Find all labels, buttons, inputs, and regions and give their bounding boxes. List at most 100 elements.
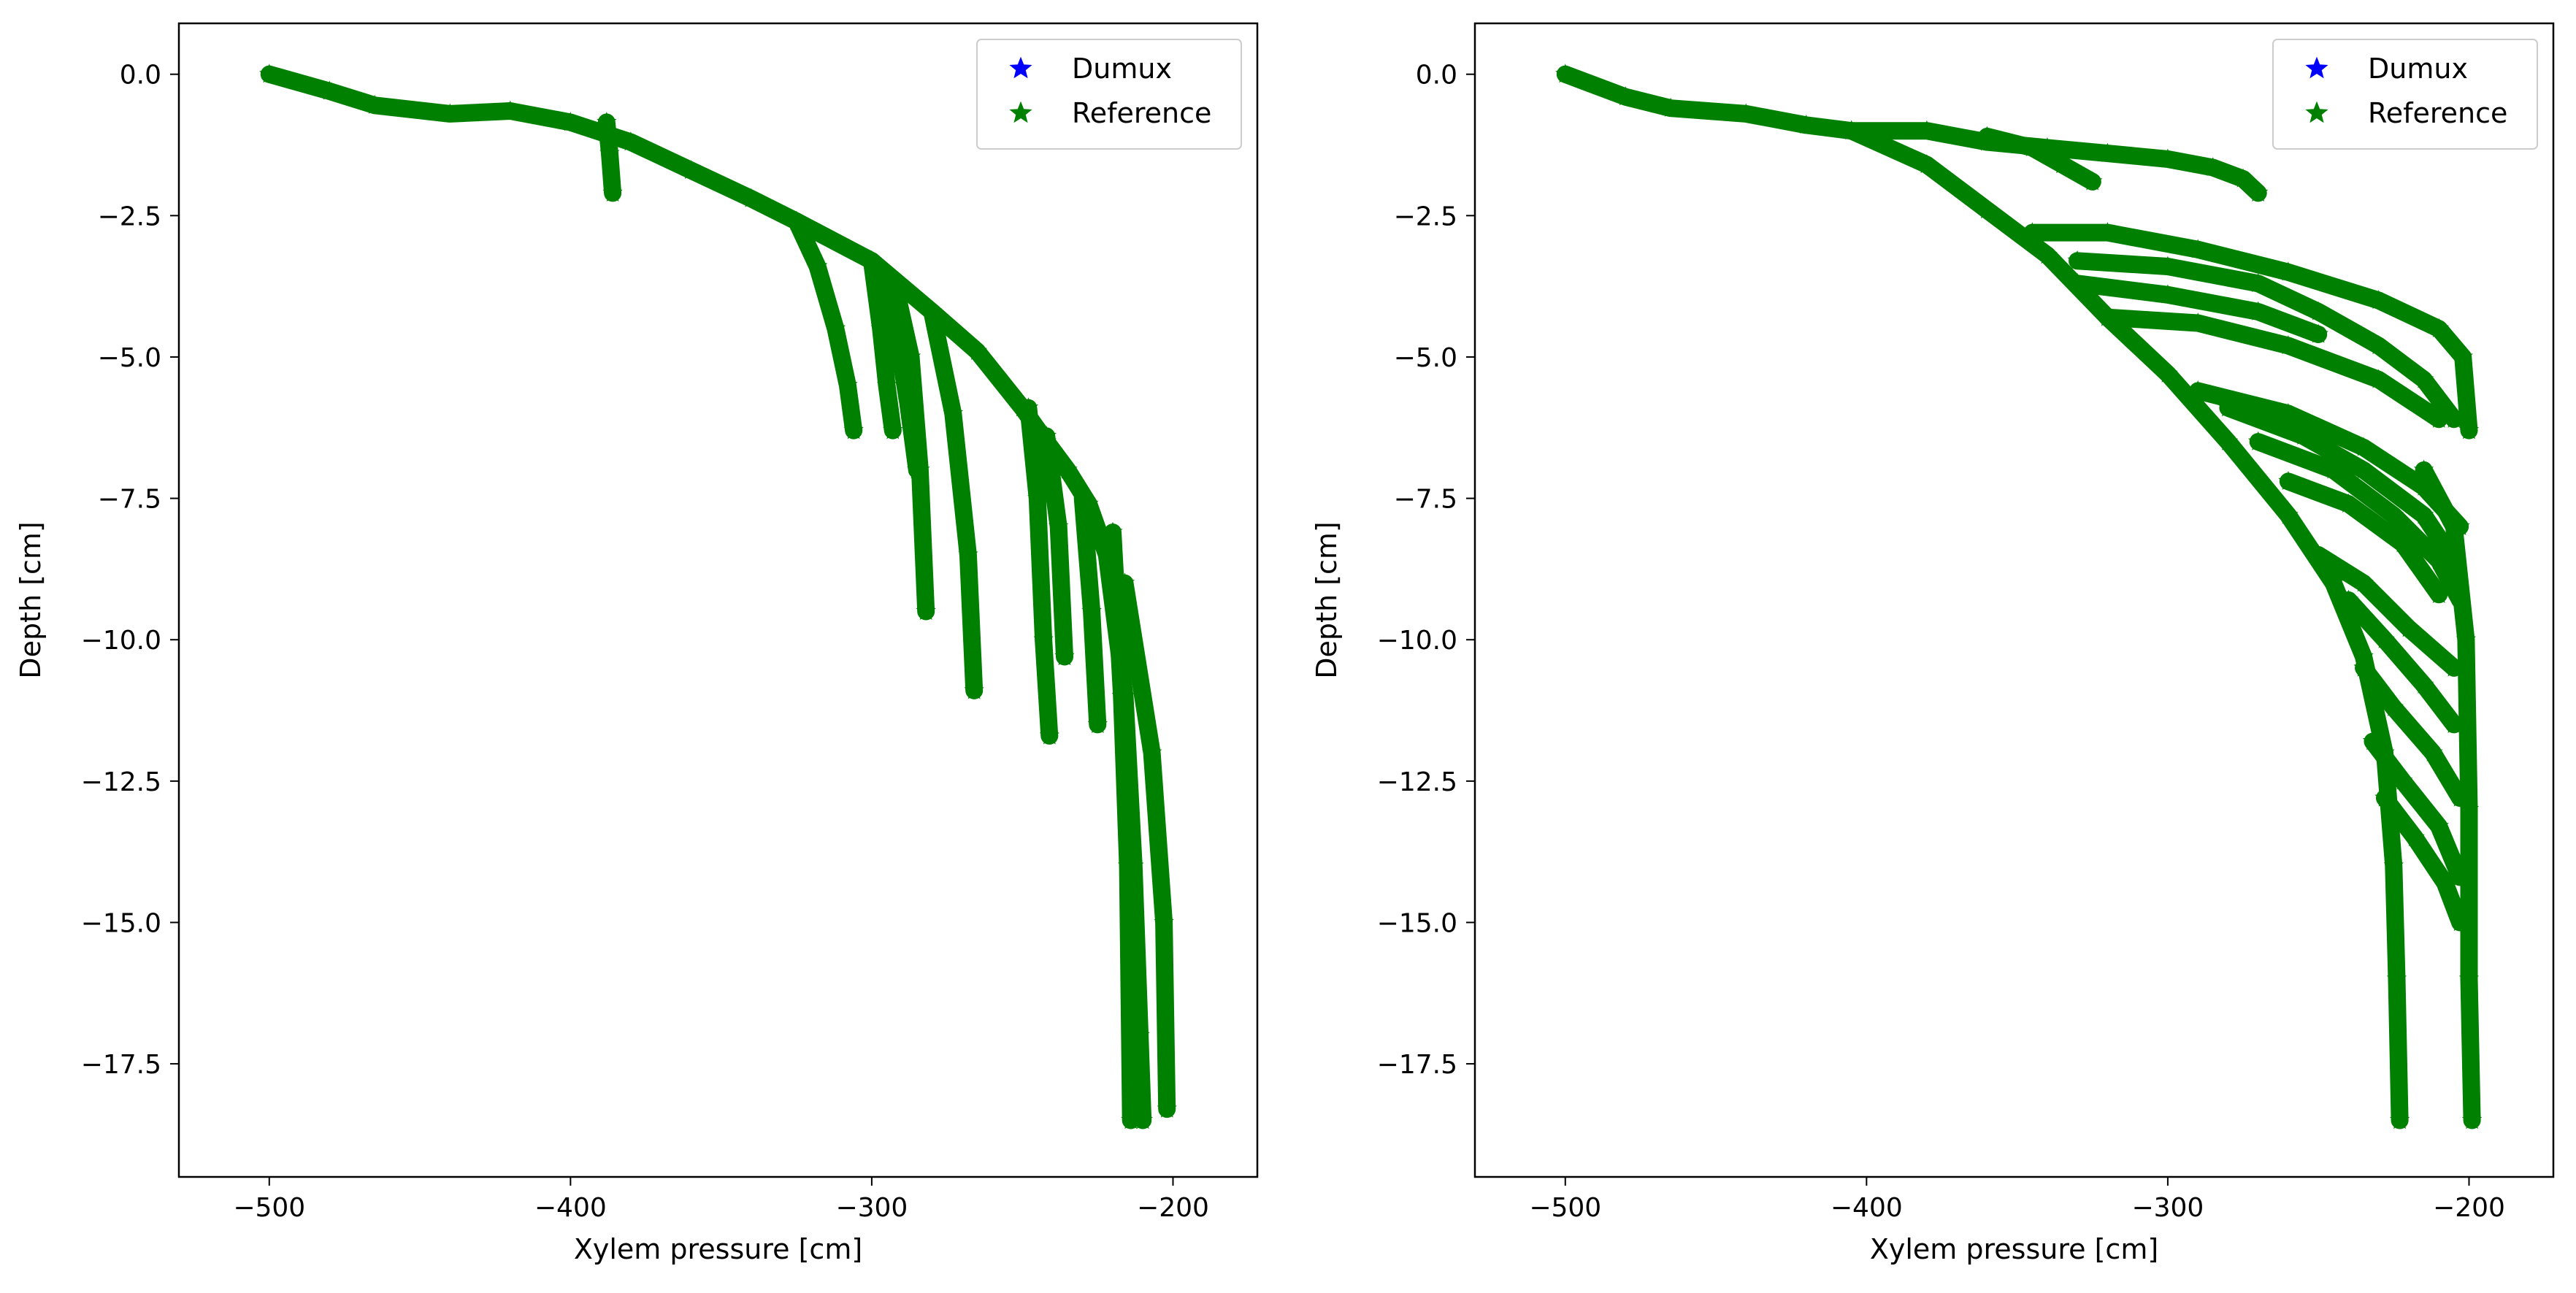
data-point [967,340,988,360]
data-point [2217,431,2239,450]
x-axis-label: Xylem pressure [cm] [1870,1233,2158,1265]
x-tick-label: −400 [534,1193,607,1223]
data-point [2383,855,2404,875]
y-tick-label: −2.5 [98,202,161,231]
y-tick-label: 0.0 [120,61,161,91]
data-point [2278,261,2299,281]
data-point [560,112,581,131]
data-point [870,261,892,281]
data-point [916,601,936,621]
data-point [2393,533,2413,553]
y-tick-label: −5.0 [1394,343,1457,373]
legend-marker [2305,101,2328,123]
data-point [2453,346,2473,366]
data-branch [1116,574,1176,1119]
data-point [2458,799,2480,818]
data-point [2158,148,2178,168]
data-point [2022,137,2042,157]
data-point [621,131,641,151]
data-point [862,250,882,269]
legend-label: Dumux [2368,53,2468,85]
data-branch [1104,523,1140,1129]
data-point [2052,154,2073,174]
x-tick-label: −300 [2131,1193,2204,1223]
data-point [1796,114,1817,134]
data-point [1018,397,1039,417]
data-point [2158,363,2178,383]
legend-label: Reference [1072,97,1211,129]
x-axis-label: Xylem pressure [cm] [574,1233,862,1265]
data-point [2429,318,2449,337]
data-point [2429,408,2449,428]
data-point [2353,459,2374,479]
data-branch [2279,472,2448,604]
data-point [599,142,620,162]
y-tick-label: −2.5 [1394,202,1457,231]
axes-frame [1473,22,2555,1178]
data-point [2082,171,2103,191]
data-point [2456,629,2477,648]
data-point [1977,126,1998,145]
axes-frame [177,22,1259,1178]
data-point [1917,154,1937,174]
data-point [2217,397,2239,417]
data-branch [2309,546,2463,677]
data-point [2247,431,2269,450]
data-point [1072,488,1093,507]
data-point [2383,697,2404,716]
data-point [2022,222,2042,242]
data-point [597,112,617,131]
data-point [837,375,858,394]
data-point [2404,826,2425,846]
x-tick-label: −500 [1529,1193,1601,1223]
data-point [2458,420,2480,440]
data-point [1141,742,1162,761]
data-point [681,159,702,180]
data-point [2247,182,2269,202]
data-branch [2376,789,2469,932]
data-point [900,346,921,366]
data-branch [2069,275,2328,343]
data-point [1081,601,1102,621]
data-point [1117,855,1138,875]
x-tick-label: −200 [2433,1193,2505,1223]
data-point [2353,437,2374,456]
data-point [2413,674,2434,694]
data-point [1121,1110,1141,1129]
data-point [1977,199,1998,219]
data-point [1087,713,1108,734]
data-point [2308,544,2328,564]
legend-marker [1009,101,1032,123]
data-point [2374,629,2395,648]
x-tick-label: −400 [1831,1193,1903,1223]
data-branch [2364,732,2469,886]
data-point [602,182,623,202]
data-branch [1842,122,2409,1129]
data-point [910,459,930,479]
data-point [807,256,828,275]
data-point [2097,222,2118,242]
data-point [2247,272,2269,292]
data-point [1057,459,1078,479]
data-point [2308,301,2328,321]
data-point [2383,504,2404,524]
data-point [1114,572,1135,592]
data-point [2188,312,2208,332]
data-point [2362,731,2383,751]
data-branch [886,280,935,621]
data-point [1555,64,1576,83]
data-point [2278,335,2299,355]
data-point [2188,380,2208,400]
data-branch [923,303,984,699]
y-tick-label: −15.0 [1377,908,1457,938]
data-point [2423,742,2443,761]
data-point [2413,504,2434,524]
data-branch [2339,591,2463,734]
y-tick-label: −7.5 [1394,485,1457,515]
data-point [2434,872,2456,891]
data-point [2278,470,2299,491]
y-tick-label: −10.0 [81,626,161,656]
x-tick-label: −300 [835,1193,908,1223]
